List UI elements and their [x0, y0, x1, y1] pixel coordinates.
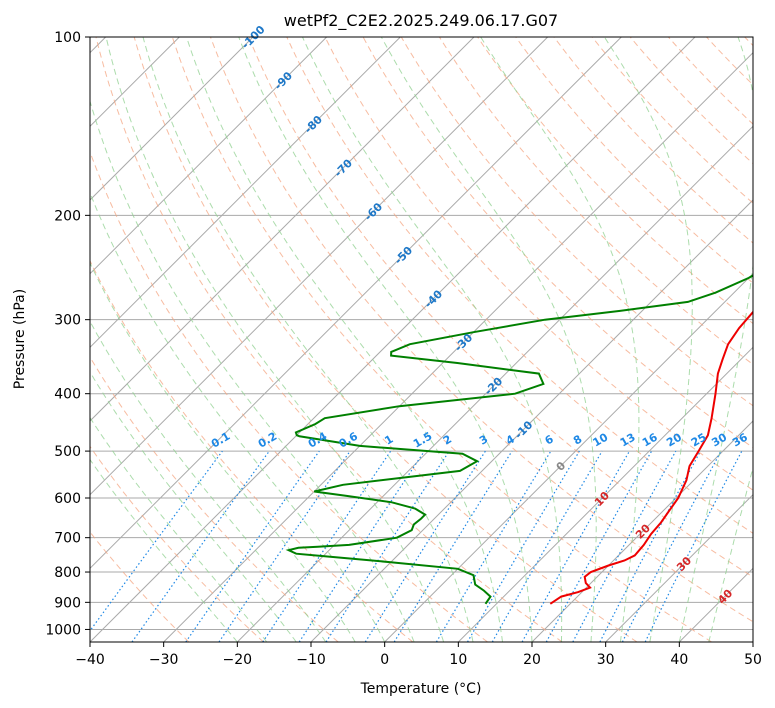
isotherm-line	[90, 37, 549, 496]
mixing-ratio-line	[521, 450, 631, 642]
dry-adiabat-line	[90, 259, 414, 642]
isotherm-line	[752, 641, 753, 642]
mixing-ratio-line	[491, 450, 603, 642]
mixing-ratio-line	[545, 450, 653, 642]
mixing-ratio-line	[364, 450, 486, 642]
moist-adiabat-line	[90, 320, 327, 642]
dry-adiabat-line	[210, 37, 753, 623]
dry-adiabat-line	[477, 37, 753, 325]
chart-title: wetPf2_C2E2.2025.249.06.17.G07	[284, 11, 558, 31]
y-tick-label: 900	[54, 595, 81, 611]
axes: −40 −30 −20 −10 0 10 20 30 40 50 100 200 300 400 500 60…	[45, 30, 762, 668]
y-tick-label: 800	[54, 565, 81, 581]
dry-adiabat-line	[133, 37, 638, 642]
y-axis-label: Pressure (hPa)	[12, 289, 28, 389]
y-tick-label: 700	[54, 531, 81, 547]
isotherm-line	[531, 420, 753, 642]
moist-adiabat-line	[90, 99, 415, 642]
x-tick-label: −10	[296, 652, 326, 668]
moist-adiabat-line	[142, 37, 474, 642]
y-tick-label: 600	[54, 491, 81, 507]
mixing-ratio-line	[90, 450, 223, 632]
background-lines	[90, 37, 753, 642]
isotherm-line	[236, 125, 753, 642]
isotherm-line	[90, 37, 475, 422]
x-tick-label: −30	[149, 652, 179, 668]
isotherm-line	[457, 346, 753, 642]
moist-adiabat-line	[105, 37, 445, 642]
dry-adiabat-line	[591, 37, 753, 204]
mixing-ratio-line	[218, 450, 351, 642]
moist-adiabat-line	[90, 371, 297, 642]
isotherm-line	[90, 37, 622, 570]
x-tick-label: −20	[223, 652, 253, 668]
dry-adiabat-line	[629, 37, 753, 165]
x-tick-label: 20	[523, 652, 541, 668]
isotherm-line	[90, 37, 401, 349]
mixing-ratio-line	[435, 450, 552, 642]
y-tick-label: 1000	[45, 622, 81, 638]
mixing-ratio-line	[466, 450, 580, 642]
dry-adiabat-line	[400, 37, 753, 407]
x-tick-label: −40	[75, 652, 105, 668]
mixing-ratio-line	[325, 450, 450, 642]
plot-frame	[89, 36, 754, 643]
moist-adiabat-line	[678, 37, 753, 642]
mixing-ratio-line	[572, 450, 677, 642]
x-tick-label: 40	[670, 652, 688, 668]
dry-adiabat-line	[95, 37, 563, 642]
isotherm-line	[163, 51, 753, 642]
x-tick-label: 10	[449, 652, 467, 668]
plot-background	[90, 37, 753, 642]
isotherm-line	[90, 37, 696, 642]
moist-adiabat-line	[603, 37, 693, 642]
moist-adiabat-line	[90, 458, 238, 642]
isotherm-line	[605, 493, 753, 642]
mixing-ratio-line	[131, 450, 270, 642]
moist-adiabat-line	[90, 261, 356, 642]
moist-adiabat-line	[380, 37, 597, 642]
moist-adiabat-line	[90, 191, 386, 642]
x-tick-label: 50	[744, 652, 762, 668]
moist-adiabat-line	[301, 37, 563, 642]
y-tick-label: 400	[54, 387, 81, 403]
moist-adiabat-line	[708, 465, 753, 642]
y-tick-label: 200	[54, 208, 81, 224]
moist-adiabat-line	[480, 37, 640, 642]
dry-adiabat-line	[362, 37, 753, 449]
moist-adiabat-line	[238, 37, 533, 642]
x-tick-label: 0	[380, 652, 389, 668]
dry-adiabat-line	[248, 37, 753, 578]
y-tick-label: 500	[54, 444, 81, 460]
y-tick-label: 100	[54, 30, 81, 46]
isotherm-line	[90, 37, 254, 201]
x-tick-label: 30	[597, 652, 615, 668]
y-tick-label: 300	[54, 313, 81, 329]
isotherm-line	[384, 272, 753, 642]
isotherm-line	[90, 37, 328, 275]
dry-adiabat-line	[90, 445, 264, 642]
mixing-ratio-line	[393, 450, 513, 642]
mixing-ratio-line	[185, 450, 320, 642]
moist-adiabat-line	[90, 416, 268, 642]
dry-adiabat-line	[324, 37, 753, 491]
dewpoint-line	[285, 274, 753, 605]
dry-adiabat-line	[171, 37, 712, 642]
moist-adiabat-line	[186, 37, 503, 642]
dry-adiabat-line	[515, 37, 753, 284]
profile-curves	[285, 274, 753, 605]
temperature-line	[549, 310, 753, 605]
x-axis-label: Temperature (°C)	[360, 681, 482, 697]
